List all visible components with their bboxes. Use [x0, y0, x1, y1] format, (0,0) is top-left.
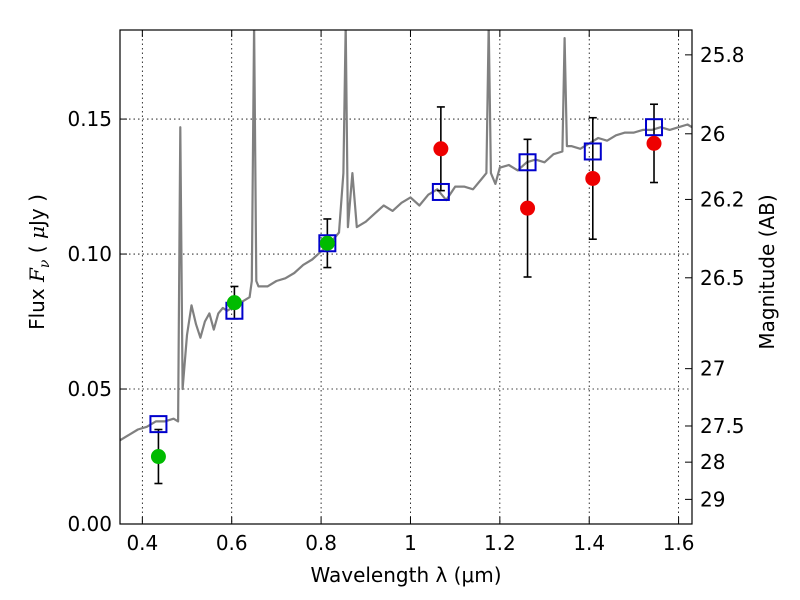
- y-axis-label-unit-open: (: [25, 239, 49, 260]
- y-tick-labels: 0.00 0.05 0.10 0.15: [67, 107, 112, 536]
- data-point: [646, 135, 662, 151]
- y-tick-label: 0.05: [67, 377, 112, 401]
- y2-tick-labels: 25.8 26 26.2 26.5 27 27.5 28 29: [700, 43, 745, 512]
- model-square: [149, 415, 168, 434]
- data-point: [319, 235, 335, 251]
- plot-frame: [119, 29, 693, 525]
- y2-tick-label: 28: [700, 450, 725, 474]
- model-square: [431, 182, 450, 201]
- x-axis-label: Wavelength λ (μm): [310, 563, 501, 587]
- y-tick-label: 0.10: [67, 242, 112, 266]
- spectrum-line-group: [120, 30, 692, 442]
- x-tick-label: 1.6: [663, 531, 695, 555]
- y-axis-label-prefix: Flux: [25, 282, 49, 330]
- y-tick-label: 0.00: [67, 512, 112, 536]
- model-squares-group: [149, 118, 664, 434]
- error-bars-group: [154, 103, 659, 485]
- grid-lines: [120, 30, 692, 525]
- y2-tick-label: 26.2: [700, 187, 745, 211]
- x-tick-label: 1.4: [573, 531, 605, 555]
- data-point: [433, 141, 449, 157]
- y-axis-label-unit-rest: Jy ): [25, 194, 49, 228]
- y2-tick-label: 29: [700, 487, 725, 511]
- x-tick-label: 0.4: [126, 531, 158, 555]
- model-square: [518, 153, 537, 172]
- x-tick-label: 1: [404, 531, 417, 555]
- y2-axis-label: Magnitude (AB): [755, 194, 779, 349]
- y2-tick-label: 27.5: [700, 414, 745, 438]
- y-axis-label-subscript: ν: [37, 259, 53, 268]
- spectrum-line: [120, 30, 692, 442]
- model-square: [645, 118, 664, 137]
- model-square: [583, 142, 602, 161]
- data-point: [226, 295, 242, 311]
- tick-marks: [120, 30, 692, 525]
- y2-tick-label: 27: [700, 357, 725, 381]
- photometry-points-group: [150, 135, 662, 465]
- y2-tick-label: 25.8: [700, 43, 745, 67]
- data-point: [520, 200, 536, 216]
- y-axis-label-unit-mu: μ: [25, 226, 49, 239]
- x-tick-labels: 0.4 0.6 0.8 1 1.2 1.4 1.6: [126, 531, 694, 555]
- y2-tick-label: 26: [700, 122, 725, 146]
- y-axis-label-symbol: F: [25, 267, 49, 283]
- y-axis-label: Flux Fν ( μJy ): [25, 194, 53, 330]
- y-tick-label: 0.15: [67, 107, 112, 131]
- model-square: [318, 234, 337, 253]
- data-point: [585, 170, 601, 186]
- y2-tick-label: 26.5: [700, 266, 745, 290]
- x-tick-label: 0.8: [305, 531, 337, 555]
- x-tick-label: 1.2: [484, 531, 516, 555]
- data-point: [150, 449, 166, 465]
- x-tick-label: 0.6: [216, 531, 248, 555]
